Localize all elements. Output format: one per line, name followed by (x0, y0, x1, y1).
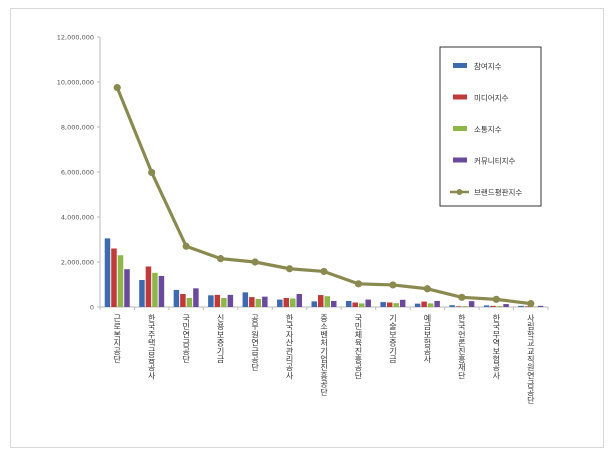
point-브랜드평판지수 (217, 255, 225, 263)
bar-커뮤니티지수 (158, 275, 165, 307)
bar-소통지수 (496, 306, 503, 307)
bar-미디어지수 (145, 266, 152, 307)
bar-커뮤니티지수 (124, 269, 130, 307)
bar-미디어지수 (214, 294, 221, 307)
bar-참여지수 (380, 302, 386, 307)
y-tick-label: 12,000,000 (57, 34, 94, 42)
bar-미디어지수 (352, 302, 358, 307)
bar-미디어지수 (111, 248, 117, 307)
bar-미디어지수 (386, 302, 393, 307)
point-브랜드평판지수 (251, 258, 259, 266)
bar-미디어지수 (283, 298, 290, 307)
bar-커뮤니티지수 (262, 296, 268, 307)
bar-소통지수 (255, 298, 262, 307)
bar-참여지수 (345, 300, 352, 307)
bar-소통지수 (324, 296, 330, 307)
bar-참여지수 (277, 299, 283, 307)
bar-참여지수 (483, 305, 490, 307)
bar-소통지수 (186, 298, 193, 307)
legend-label: 참여지수 (474, 61, 502, 71)
legend-label: 브랜드평판지수 (474, 187, 522, 197)
point-브랜드평판지수 (354, 280, 363, 288)
y-tick-label: 0 (90, 304, 94, 312)
y-tick-label: 4,000,000 (61, 214, 94, 222)
bar-참여지수 (414, 303, 421, 307)
bar-참여지수 (449, 305, 455, 307)
bar-커뮤니티지수 (503, 304, 509, 307)
bar-미디어지수 (180, 293, 186, 307)
bar-커뮤니티지수 (399, 299, 406, 307)
bar-참여지수 (139, 280, 145, 307)
point-브랜드평판지수 (492, 295, 500, 303)
bar-커뮤니티지수 (296, 293, 303, 307)
bar-미디어지수 (524, 306, 531, 307)
y-tick-label: 10,000,000 (57, 79, 94, 87)
bar-커뮤니티지수 (468, 301, 475, 307)
legend-label: 커뮤니티지수 (474, 157, 515, 166)
bar-커뮤니티지수 (331, 300, 337, 307)
legend-label: 소통지수 (474, 125, 502, 134)
bar-소통지수 (358, 303, 365, 307)
bar-미디어지수 (455, 306, 462, 307)
point-브랜드평판지수 (527, 300, 535, 308)
point-브랜드평판지수 (148, 168, 156, 177)
bar-소통지수 (462, 306, 468, 307)
legend-swatch (453, 63, 467, 68)
bar-미디어지수 (421, 301, 427, 307)
bar-참여지수 (311, 301, 317, 307)
bar-소통지수 (117, 255, 124, 307)
point-브랜드평판지수 (182, 242, 190, 250)
bar-미디어지수 (318, 295, 324, 307)
bar-소통지수 (290, 298, 296, 307)
point-브랜드평판지수 (320, 267, 328, 276)
bar-소통지수 (152, 272, 158, 307)
legend-swatch (453, 157, 467, 163)
legend-swatch (453, 126, 467, 131)
bar-소통지수 (427, 303, 434, 307)
bar-참여지수 (208, 295, 214, 307)
point-브랜드평판지수 (285, 265, 294, 273)
legend-swatch-marker (456, 189, 463, 195)
bar-커뮤니티지수 (434, 300, 440, 307)
bar-참여지수 (518, 305, 524, 307)
bar-소통지수 (221, 298, 227, 307)
point-브랜드평판지수 (113, 84, 121, 92)
legend-label: 미디어지수 (474, 93, 509, 103)
point-브랜드평판지수 (458, 293, 466, 301)
point-브랜드평판지수 (423, 285, 431, 293)
bar-미디어지수 (249, 297, 255, 307)
bar-소통지수 (393, 303, 399, 307)
bar-참여지수 (242, 292, 249, 307)
bar-커뮤니티지수 (193, 288, 199, 307)
y-tick-label: 8,000,000 (61, 124, 94, 132)
y-tick-label: 2,000,000 (61, 259, 94, 267)
bar-커뮤니티지수 (365, 299, 371, 307)
bar-커뮤니티지수 (537, 305, 544, 307)
bar-참여지수 (104, 238, 111, 307)
point-브랜드평판지수 (389, 281, 397, 289)
bar-미디어지수 (490, 305, 496, 307)
y-tick-label: 6,000,000 (61, 169, 94, 177)
bar-커뮤니티지수 (227, 294, 234, 307)
legend-swatch (453, 94, 467, 100)
bar-참여지수 (173, 289, 180, 307)
